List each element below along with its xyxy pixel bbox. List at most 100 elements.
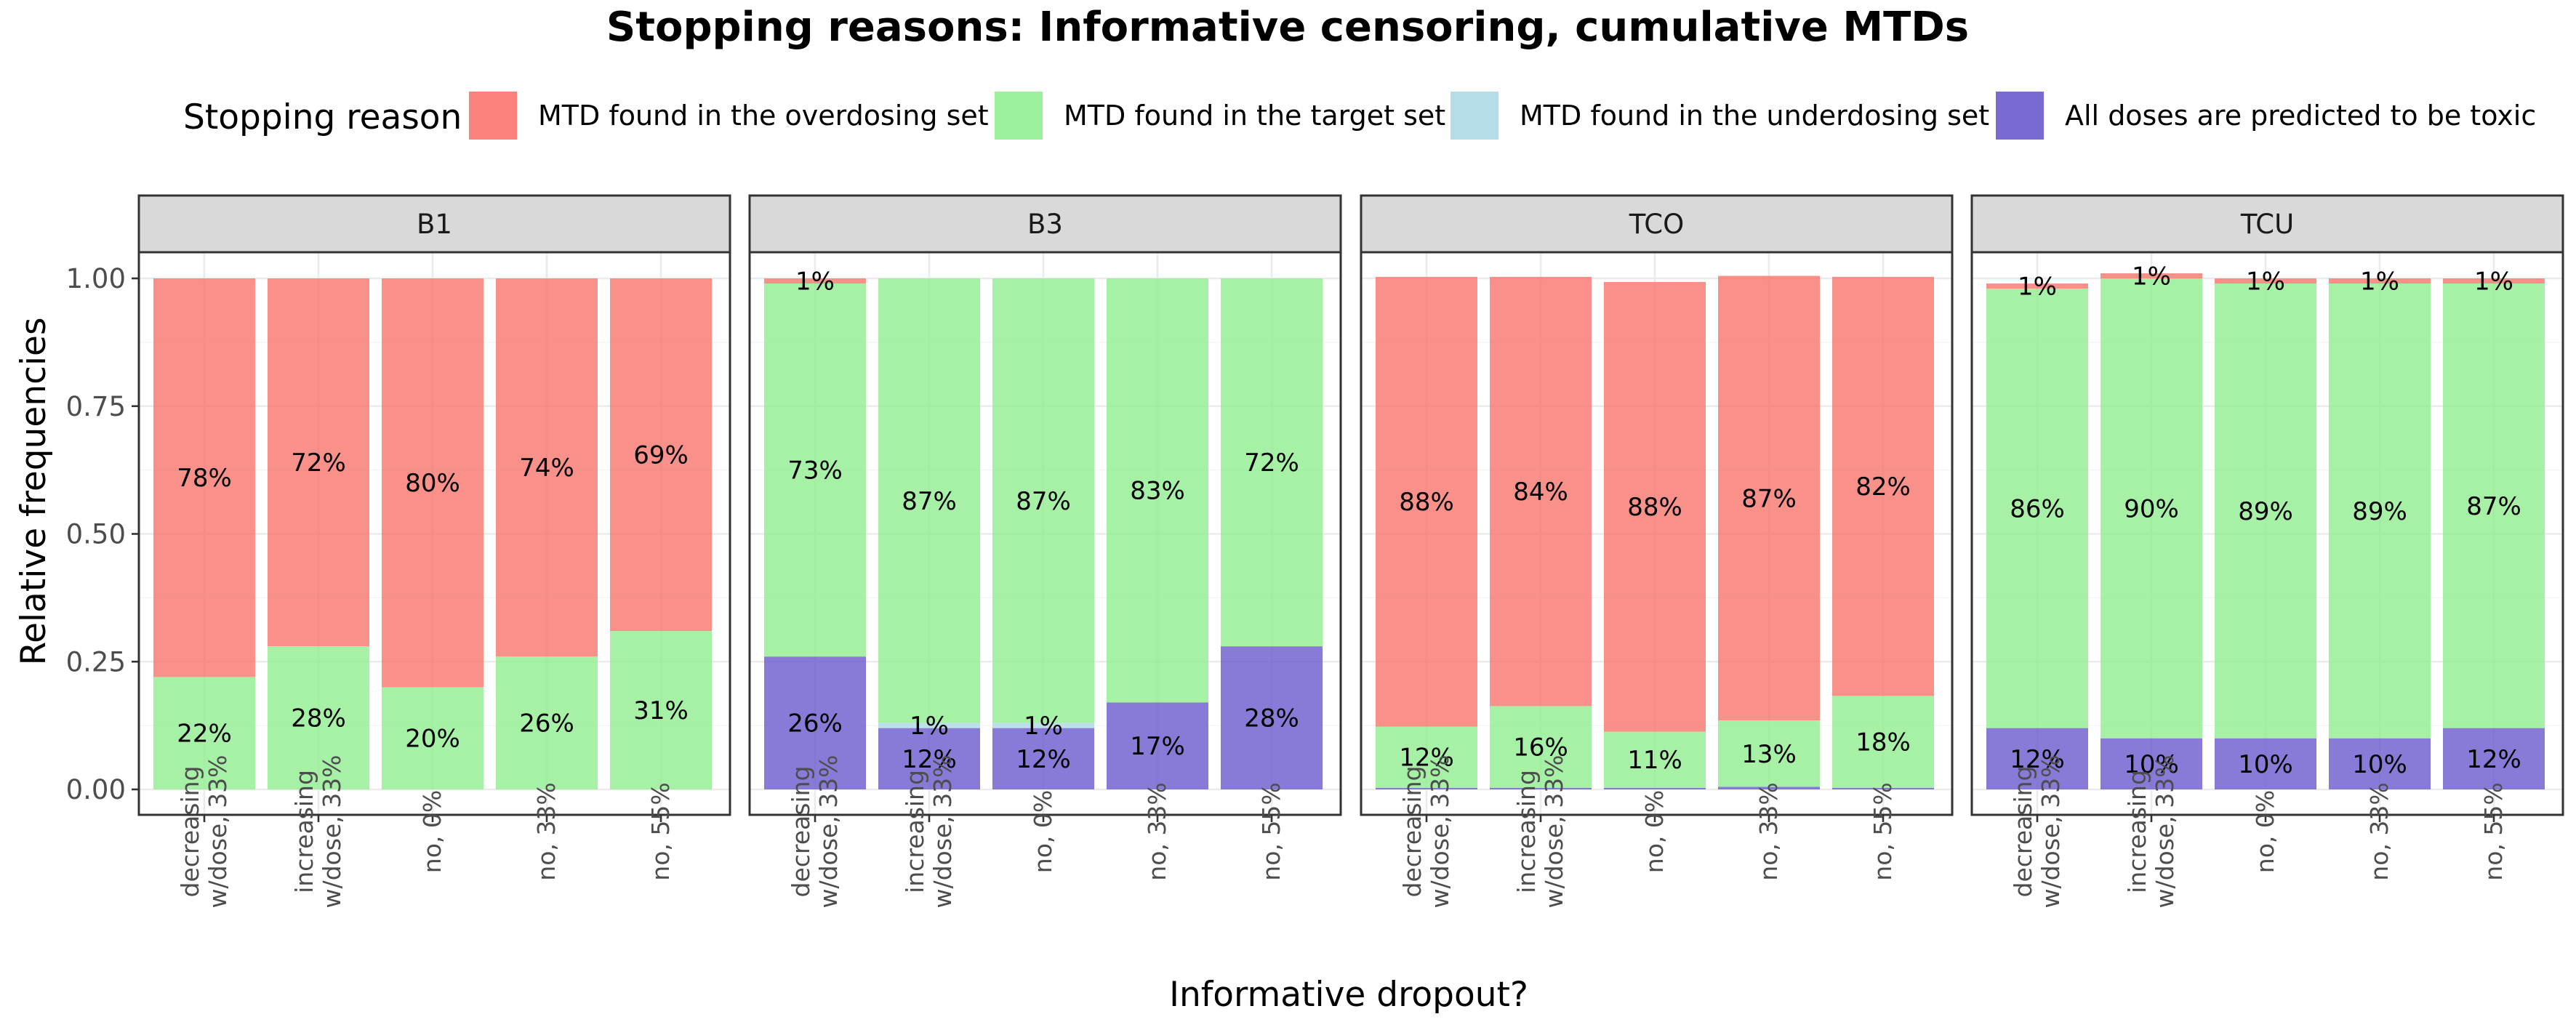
x-axis-ticks: decreasing w/dose, 33% increasing w/dose, 3… (176, 755, 675, 908)
bar-value-label: 87% (902, 487, 957, 516)
bar-segment-all-doses-are-predicted-to-be-toxic (992, 728, 1094, 789)
bar-value-label: 88% (1399, 488, 1454, 517)
bar-segment-all-doses-are-predicted-to-be-toxic (1107, 702, 1208, 789)
x-tick-label: increasing (901, 770, 929, 893)
bar-value-label: 26% (787, 709, 843, 739)
bar-value-label: 87% (2466, 492, 2521, 521)
x-tick-label: no, 0% (1640, 790, 1669, 873)
y-tick-label: 0.75 (66, 391, 126, 422)
bar-value-label: 28% (291, 704, 346, 733)
bar-value-label: 18% (1855, 728, 1911, 757)
x-tick-label: no, 0% (2251, 790, 2279, 873)
bar-segment-mtd-found-in-the-overdosing-set (1376, 276, 1477, 727)
bar-segment-mtd-found-in-the-overdosing-set (764, 278, 866, 284)
bars (1376, 275, 1934, 789)
legend-swatch (1450, 92, 1498, 140)
bar-labels: 12% 86% 1% 10% 90% 1% 10% 89% 1% 10% 89% 1% 12% 87% 1% (2010, 262, 2521, 778)
y-tick-label: 0.00 (66, 774, 126, 805)
x-tick-label: decreasing (2009, 766, 2037, 898)
bar-segment-mtd-found-in-the-target-set (496, 656, 598, 789)
bar-value-label: 86% (2010, 494, 2065, 523)
bar-segment-mtd-found-in-the-overdosing-set (2100, 273, 2202, 278)
y-tick-label: 1.00 (66, 263, 126, 294)
x-tick-label: decreasing (1398, 766, 1427, 898)
x-tick-label: w/dose, 33% (2037, 755, 2065, 908)
bar-segment-mtd-found-in-the-underdosing-set (878, 723, 980, 728)
x-tick-label: no, 55% (1869, 782, 1897, 880)
bar-value-label: 1% (2018, 273, 2057, 302)
legend-swatch (469, 92, 517, 140)
bar-value-label: 12% (2466, 745, 2521, 774)
bar-segment-mtd-found-in-the-target-set (610, 631, 712, 789)
bar-value-label: 1% (2474, 267, 2513, 297)
bar-value-label: 28% (1244, 704, 1299, 733)
bar-segment-mtd-found-in-the-target-set (1718, 720, 1820, 787)
legend-title: Stopping reason (183, 97, 462, 137)
bar-segment-all-doses-are-predicted-to-be-toxic (2443, 728, 2545, 789)
bar-segment-all-doses-are-predicted-to-be-toxic (1832, 787, 1934, 789)
bar-segment-mtd-found-in-the-target-set (268, 646, 369, 789)
x-axis-ticks: decreasing w/dose, 33% increasing w/dose, 3… (1398, 755, 1897, 908)
x-axis-ticks: decreasing w/dose, 33% increasing w/dose, 3… (2009, 755, 2508, 908)
bar-segment-mtd-found-in-the-target-set (992, 278, 1094, 723)
bar-segment-mtd-found-in-the-target-set (2329, 283, 2431, 739)
panel-border (1360, 251, 1954, 816)
bar-value-label: 20% (405, 725, 460, 754)
bar-labels: 12% 88% 16% 84% 11% 88% 13% 87% 18% 82% (1399, 472, 1911, 775)
bar-segment-all-doses-are-predicted-to-be-toxic (1490, 787, 1592, 789)
y-axis-title: Relative frequencies (14, 318, 54, 666)
bar-segment-mtd-found-in-the-target-set (1107, 278, 1208, 703)
legend-label: All doses are predicted to be toxic (2065, 100, 2536, 132)
legend-label: MTD found in the underdosing set (1520, 100, 1989, 132)
bar-value-label: 12% (902, 745, 957, 774)
panel-strip-label: B1 (417, 209, 452, 240)
y-axis-ticks: 0.00 0.25 0.50 0.75 1.00 (66, 263, 139, 805)
bar-value-label: 82% (1855, 472, 1911, 502)
bar-segment-mtd-found-in-the-overdosing-set (268, 278, 369, 647)
bar-segment-mtd-found-in-the-overdosing-set (1604, 281, 1706, 732)
bar-value-label: 10% (2124, 750, 2179, 779)
y-tick-label: 0.25 (66, 646, 126, 677)
bar-value-label: 22% (177, 720, 232, 749)
bar-value-label: 11% (1627, 746, 1682, 775)
bar-value-label: 31% (633, 696, 689, 725)
bar-segment-mtd-found-in-the-target-set (2443, 283, 2545, 728)
panel-tco: TCO 12% 88% 16% 84% 11% 88% 13% 87% 18% 82% decreas… (1360, 194, 1954, 909)
bar-segment-mtd-found-in-the-overdosing-set (2443, 278, 2545, 284)
x-tick-label: w/dose, 33% (318, 755, 346, 908)
bar-value-label: 10% (2352, 750, 2407, 779)
bar-value-label: 73% (787, 456, 843, 486)
chart-title: Stopping reasons: Informative censoring,… (606, 4, 1969, 51)
bar-segment-mtd-found-in-the-underdosing-set (992, 723, 1094, 728)
bar-segment-all-doses-are-predicted-to-be-toxic (878, 728, 980, 789)
bar-segment-all-doses-are-predicted-to-be-toxic (2100, 738, 2202, 789)
x-tick-label: no, 55% (1257, 782, 1285, 880)
x-tick-label: no, 0% (1029, 790, 1057, 873)
bar-labels: 22% 78% 28% 72% 20% 80% 26% 74% 31% 69% (177, 441, 689, 754)
facet-panels: B1 22% 78% 28% 72% 20% 80% 26% 74% 31% 69% decreasi… (66, 194, 2564, 909)
bar-segment-mtd-found-in-the-target-set (1376, 726, 1477, 788)
legend: Stopping reason MTD found in the overdos… (183, 92, 2536, 140)
bar-value-label: 90% (2124, 494, 2179, 523)
bars (764, 278, 1323, 789)
legend-swatch (995, 92, 1043, 140)
bar-value-label: 26% (519, 709, 574, 739)
bar-segment-mtd-found-in-the-overdosing-set (2215, 278, 2316, 284)
panel-strip (1360, 194, 1954, 254)
x-tick-label: no, 33% (1754, 782, 1783, 880)
x-tick-label: w/dose, 33% (1426, 755, 1454, 908)
x-tick-label: increasing (1512, 770, 1541, 893)
legend-label: MTD found in the target set (1064, 100, 1445, 132)
bar-value-label: 1% (2132, 262, 2171, 291)
x-axis-ticks: decreasing w/dose, 33% increasing w/dose, 3… (787, 755, 1285, 908)
bar-segment-mtd-found-in-the-target-set (1490, 706, 1592, 788)
x-tick-label: w/dose, 33% (814, 755, 843, 908)
bar-value-label: 12% (2010, 745, 2065, 774)
bar-segment-mtd-found-in-the-overdosing-set (2329, 278, 2431, 284)
bar-value-label: 17% (1130, 732, 1185, 761)
x-axis-title: Informative dropout? (1169, 975, 1528, 1015)
bar-value-label: 72% (1244, 448, 1299, 478)
bar-value-label: 87% (1741, 484, 1797, 513)
bar-segment-mtd-found-in-the-target-set (2100, 278, 2202, 739)
